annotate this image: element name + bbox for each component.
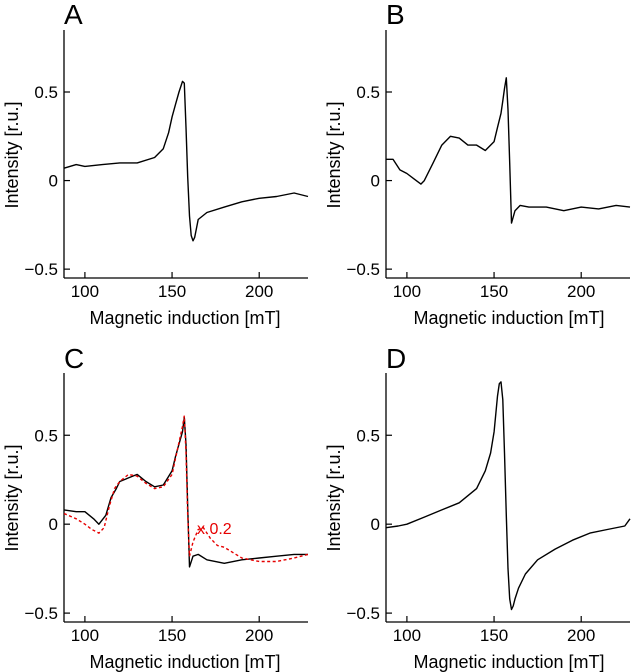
- panel-c-y-axis-label: Intensity [r.u.]: [2, 444, 22, 551]
- panel-a-x-tick-label: 200: [245, 282, 273, 301]
- panel-d-y-axis-label: Intensity [r.u.]: [324, 444, 344, 551]
- panel-c-scale-annotation: x 0.2: [197, 521, 232, 538]
- panel-c-label: C: [64, 343, 84, 374]
- panel-d: D −0.5 0 0.5 100 150 200 Magnetic induction […: [324, 343, 631, 672]
- panel-a-series-measured-line: [63, 80, 309, 242]
- panel-d-y-tick-label: 0: [371, 515, 380, 534]
- panel-c: C −0.5 0 0.5 100 150 200 x 0.2 Magnetic induc…: [2, 343, 309, 672]
- panel-b-y-axis-label: Intensity [r.u.]: [324, 101, 344, 208]
- panel-d-series-measured-line: [385, 381, 631, 611]
- panel-c-x-axis-label: Magnetic induction [mT]: [89, 652, 280, 672]
- panel-b-x-tick-label: 150: [480, 282, 508, 301]
- panel-a-y-tick-label: 0: [49, 172, 58, 191]
- panel-a-x-tick-label: 100: [71, 282, 99, 301]
- panel-a-y-tick-label: −0.5: [24, 260, 58, 279]
- panel-b-x-tick-label: 200: [567, 282, 595, 301]
- panel-b-y-tick-label: 0.5: [356, 83, 380, 102]
- panel-b-label: B: [386, 0, 405, 30]
- panel-d-x-tick-label: 150: [480, 626, 508, 645]
- panel-c-y-tick-label: −0.5: [24, 604, 58, 623]
- panel-d-y-tick-label: −0.5: [346, 604, 380, 623]
- panel-b-y-tick-label: 0: [371, 172, 380, 191]
- panel-d-x-axis-label: Magnetic induction [mT]: [413, 652, 604, 672]
- panel-c-y-tick-label: 0: [49, 515, 58, 534]
- panel-d-x-tick-label: 200: [567, 626, 595, 645]
- panel-c-y-tick-label: 0.5: [34, 426, 58, 445]
- panel-a-label: A: [64, 0, 83, 30]
- panel-b-series-measured-line: [386, 77, 631, 224]
- panel-a-y-axis-label: Intensity [r.u.]: [2, 101, 22, 208]
- panel-b: B −0.5 0 0.5 100 150 200 Magnetic induction […: [324, 0, 631, 328]
- panel-b-plot-area: −0.5 0 0.5 100 150 200: [346, 30, 631, 301]
- panel-a-y-tick-label: 0.5: [34, 83, 58, 102]
- panel-c-series-simulated-line: [63, 415, 309, 563]
- panel-b-y-tick-label: −0.5: [346, 260, 380, 279]
- panel-c-series-measured-line: [63, 416, 308, 568]
- panel-d-x-tick-label: 100: [393, 626, 421, 645]
- panel-c-plot-area: −0.5 0 0.5 100 150 200: [24, 373, 309, 645]
- panel-a-x-axis-label: Magnetic induction [mT]: [89, 308, 280, 328]
- panel-a-x-tick-label: 150: [158, 282, 186, 301]
- panel-c-x-tick-label: 100: [71, 626, 99, 645]
- panel-a-plot-area: −0.5 0 0.5 100 150 200: [24, 30, 309, 301]
- panel-b-x-axis-label: Magnetic induction [mT]: [413, 308, 604, 328]
- panel-b-x-tick-label: 100: [393, 282, 421, 301]
- panel-c-x-tick-label: 200: [245, 626, 273, 645]
- panel-d-label: D: [386, 343, 406, 374]
- panel-d-y-tick-label: 0.5: [356, 426, 380, 445]
- panel-a: A −0.5 0 0.5 100 150 200 Magnetic induction […: [2, 0, 309, 328]
- panel-d-plot-area: −0.5 0 0.5 100 150 200: [346, 373, 631, 645]
- panel-c-x-tick-label: 150: [158, 626, 186, 645]
